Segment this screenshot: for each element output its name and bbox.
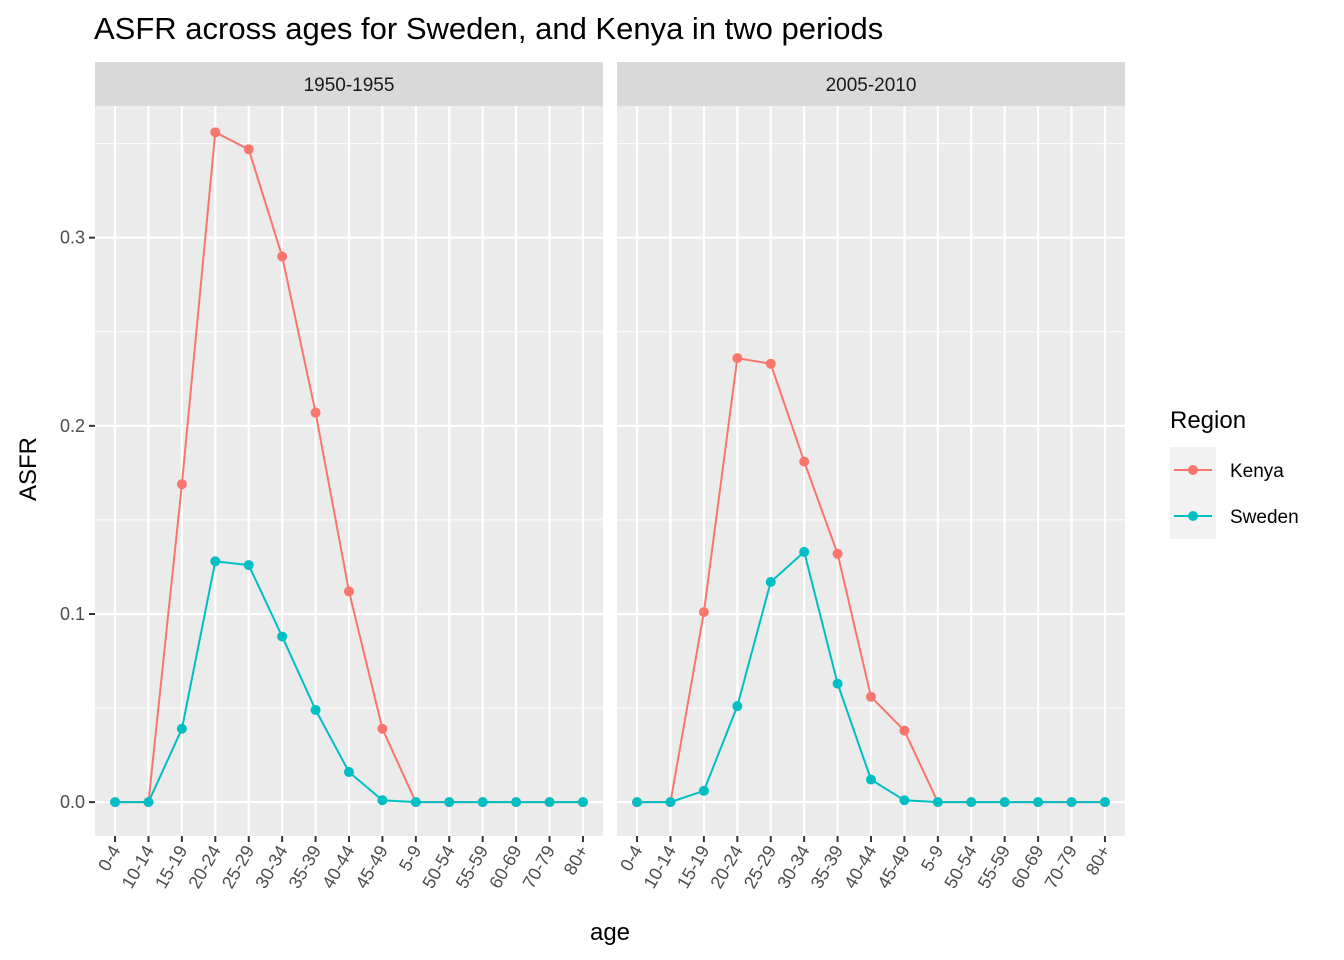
data-point-sweden <box>310 704 321 715</box>
data-point-sweden <box>176 723 187 734</box>
legend-item-kenya: Kenya <box>1170 447 1284 493</box>
data-point-kenya <box>899 725 910 736</box>
x-tick-label: 10-14 <box>118 842 158 892</box>
panels: 1950-19550-410-1415-1920-2425-2930-3435-… <box>60 62 1125 892</box>
legend-label: Sweden <box>1230 507 1299 528</box>
x-tick-label: 80+ <box>1082 842 1115 878</box>
x-tick-label: 70-79 <box>1041 842 1081 892</box>
x-tick-label: 70-79 <box>519 842 559 892</box>
legend-label: Kenya <box>1230 461 1284 482</box>
data-point-kenya <box>243 144 254 155</box>
data-point-sweden <box>110 797 121 808</box>
data-point-kenya <box>377 723 388 734</box>
x-tick-label: 45-49 <box>874 842 914 892</box>
data-point-kenya <box>210 127 221 138</box>
x-tick-label: 30-34 <box>251 842 291 892</box>
x-tick-label: 25-29 <box>218 842 258 892</box>
data-point-sweden <box>1099 797 1110 808</box>
x-tick-label: 40-44 <box>318 842 358 892</box>
legend: Region Kenya Sweden <box>1170 407 1299 539</box>
x-tick-label: 0-4 <box>616 842 646 875</box>
panel-strip-label: 1950-1955 <box>304 75 395 96</box>
data-point-sweden <box>243 560 254 571</box>
panel-strip-label: 2005-2010 <box>826 75 917 96</box>
x-tick-label: 25-29 <box>740 842 780 892</box>
data-point-kenya <box>765 358 776 369</box>
y-tick-label: 0.2 <box>60 416 85 436</box>
data-point-sweden <box>143 797 154 808</box>
y-tick-label: 0.3 <box>60 228 85 248</box>
data-point-sweden <box>932 797 943 808</box>
x-tick-label: 60-69 <box>1007 842 1047 892</box>
x-tick-label: 35-39 <box>285 842 325 892</box>
legend-key-point <box>1188 465 1198 475</box>
data-point-sweden <box>732 701 743 712</box>
data-point-sweden <box>799 546 810 557</box>
x-tick-label: 30-34 <box>773 842 813 892</box>
data-point-sweden <box>277 631 288 642</box>
x-tick-label: 10-14 <box>640 842 680 892</box>
x-tick-label: 15-19 <box>151 842 191 892</box>
x-tick-label: 40-44 <box>840 842 880 892</box>
y-axis-title: ASFR <box>15 437 42 501</box>
x-tick-label: 20-24 <box>184 842 224 892</box>
x-tick-label: 50-54 <box>418 842 458 892</box>
data-point-kenya <box>698 607 709 618</box>
x-tick-label: 80+ <box>560 842 593 878</box>
data-point-sweden <box>511 797 522 808</box>
panel-2005-2010: 2005-2010 0-410-1415-1920-2425-2930-3435-… <box>616 62 1125 892</box>
data-point-sweden <box>665 797 676 808</box>
data-point-sweden <box>377 795 388 806</box>
data-point-sweden <box>577 797 588 808</box>
x-tick-label: 0-4 <box>94 842 124 875</box>
y-tick-label: 0.1 <box>60 604 85 624</box>
data-point-sweden <box>210 556 221 567</box>
data-point-kenya <box>277 251 288 262</box>
legend-key-point <box>1188 511 1198 521</box>
x-tick-label: 45-49 <box>352 842 392 892</box>
data-point-kenya <box>832 548 843 559</box>
data-point-sweden <box>999 797 1010 808</box>
y-tick-label: 0.0 <box>60 792 85 812</box>
data-point-sweden <box>410 797 421 808</box>
x-tick-label: 55-59 <box>452 842 492 892</box>
data-point-sweden <box>444 797 455 808</box>
panel-strip <box>95 62 603 106</box>
chart-title: ASFR across ages for Sweden, and Kenya i… <box>94 11 883 46</box>
data-point-sweden <box>1033 797 1044 808</box>
data-point-sweden <box>866 774 876 785</box>
legend-item-sweden: Sweden <box>1170 493 1299 539</box>
x-tick-label: 55-59 <box>974 842 1014 892</box>
legend-title: Region <box>1170 407 1246 434</box>
x-tick-label: 15-19 <box>673 842 713 892</box>
data-point-sweden <box>899 795 910 806</box>
data-point-sweden <box>632 797 643 808</box>
data-point-sweden <box>765 577 776 588</box>
x-axis-title: age <box>590 919 630 946</box>
data-point-kenya <box>176 479 187 490</box>
data-point-kenya <box>799 456 810 467</box>
data-point-sweden <box>344 767 354 778</box>
panel-strip <box>617 62 1125 106</box>
x-tick-label: 50-54 <box>940 842 980 892</box>
x-tick-label: 35-39 <box>807 842 847 892</box>
data-point-sweden <box>1066 797 1077 808</box>
data-point-kenya <box>866 691 876 702</box>
data-point-kenya <box>732 353 743 364</box>
x-tick-label: 5-9 <box>395 842 425 875</box>
data-point-kenya <box>310 407 321 418</box>
data-point-kenya <box>344 586 354 597</box>
x-tick-label: 20-24 <box>706 842 746 892</box>
data-point-sweden <box>544 797 555 808</box>
data-point-sweden <box>966 797 977 808</box>
x-tick-label: 60-69 <box>485 842 525 892</box>
data-point-sweden <box>698 785 709 796</box>
data-point-sweden <box>832 678 843 689</box>
panel-1950-1955: 1950-1955 0-410-1415-1920-2425-2930-3435-… <box>60 62 603 892</box>
data-point-sweden <box>477 797 488 808</box>
x-tick-label: 5-9 <box>917 842 947 875</box>
